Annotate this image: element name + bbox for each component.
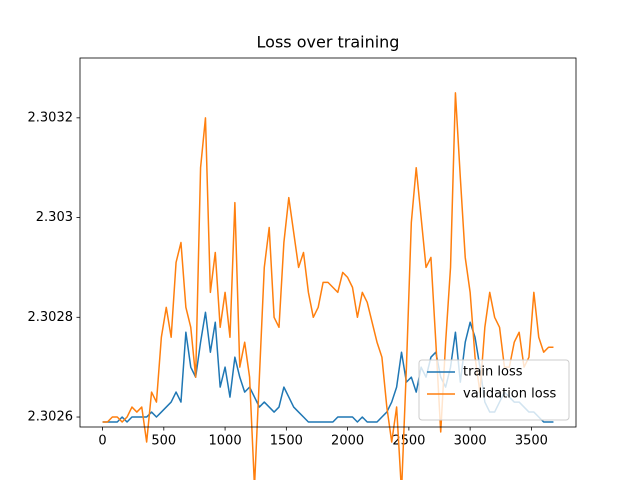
x-tick-label: 2000 [331,434,364,449]
x-tick-label: 2500 [392,434,425,449]
legend-box [418,359,570,421]
y-tick-label: 2.3028 [28,310,74,325]
x-tick-label: 1500 [270,434,303,449]
plot-frame [79,57,577,428]
y-tick-label: 2.303 [36,210,73,225]
x-tick-label: 0 [98,434,106,449]
x-tick-label: 3500 [515,434,548,449]
legend-label: train loss [463,365,523,380]
line-series [102,311,554,423]
x-tick-label: 1000 [209,434,242,449]
chart-title: Loss over training [257,33,400,52]
x-tick-label: 500 [151,434,176,449]
y-tick-label: 2.3026 [28,410,74,425]
x-tick-label: 3000 [454,434,487,449]
legend-label: validation loss [463,387,556,402]
y-tick-label: 2.3032 [28,110,74,125]
